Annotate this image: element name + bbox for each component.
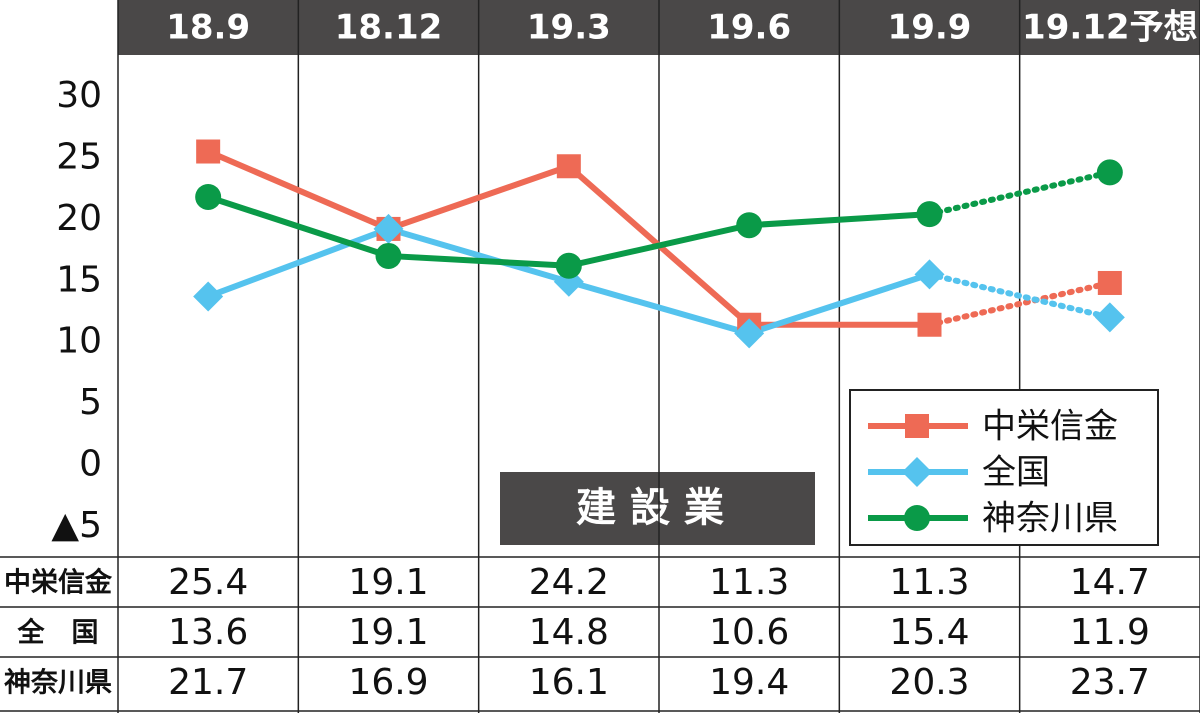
marker (916, 201, 943, 228)
table-value: 21.7 (168, 662, 248, 703)
table-value: 20.3 (889, 662, 969, 703)
table-value: 10.6 (709, 612, 789, 653)
legend-label: 神奈川県 (982, 499, 1118, 539)
table-value: 19.1 (348, 612, 428, 653)
marker (556, 154, 581, 179)
legend-marker (905, 414, 929, 438)
y-tick-label: 30 (56, 75, 102, 116)
table-value: 11.3 (889, 562, 969, 603)
legend-marker (904, 505, 930, 531)
y-tick-label: 10 (56, 321, 102, 362)
annotation: 建設業 (576, 485, 738, 531)
table-value: 19.4 (709, 662, 789, 703)
table-value: 16.1 (529, 662, 609, 703)
table-value: 16.9 (348, 662, 428, 703)
x-tick-label: 19.3 (527, 8, 611, 48)
marker (736, 212, 763, 239)
y-tick-label: 5 (79, 382, 102, 423)
marker (1097, 270, 1122, 295)
annotation-box (500, 472, 815, 545)
marker (373, 213, 404, 244)
table-value: 13.6 (168, 612, 248, 653)
marker (734, 318, 765, 349)
y-tick-label: 20 (56, 198, 102, 239)
table-value: 11.3 (709, 562, 789, 603)
table-value: 19.1 (348, 562, 428, 603)
table-value: 11.9 (1070, 612, 1150, 653)
marker (196, 139, 221, 164)
x-tick-label: 18.9 (166, 8, 250, 48)
table-value: 24.2 (529, 562, 609, 603)
y-tick-label: 15 (56, 259, 102, 300)
marker (375, 242, 402, 269)
marker (1094, 302, 1125, 333)
table-value: 14.8 (529, 612, 609, 653)
table-value: 23.7 (1070, 662, 1150, 703)
row-label: 神奈川県 (4, 668, 112, 699)
table-value: 25.4 (168, 562, 248, 603)
y-tick-label: 25 (56, 136, 102, 177)
legend-label: 中栄信金 (982, 407, 1118, 447)
marker (1096, 159, 1123, 186)
y-tick-label: 0 (79, 444, 102, 485)
table-value: 14.7 (1070, 562, 1150, 603)
series-forecast-line (926, 271, 1113, 321)
x-tick-label: 19.6 (707, 8, 791, 48)
marker (555, 252, 582, 279)
y-tick-label: ▲5 (51, 505, 102, 546)
series-forecast-line (926, 169, 1113, 218)
legend-marker (902, 457, 932, 487)
series-forecast-line (926, 279, 1113, 328)
x-tick-label: 19.12予想 (1022, 8, 1198, 48)
x-tick-label: 19.9 (888, 8, 972, 48)
marker (917, 312, 942, 337)
x-tick-label: 18.12 (335, 8, 443, 48)
legend-label: 全国 (982, 453, 1050, 493)
marker (193, 281, 224, 312)
table-value: 15.4 (889, 612, 969, 653)
row-label: 中栄信金 (4, 567, 113, 599)
marker (195, 183, 222, 210)
marker (914, 259, 945, 290)
row-label: 全 国 (17, 617, 99, 649)
